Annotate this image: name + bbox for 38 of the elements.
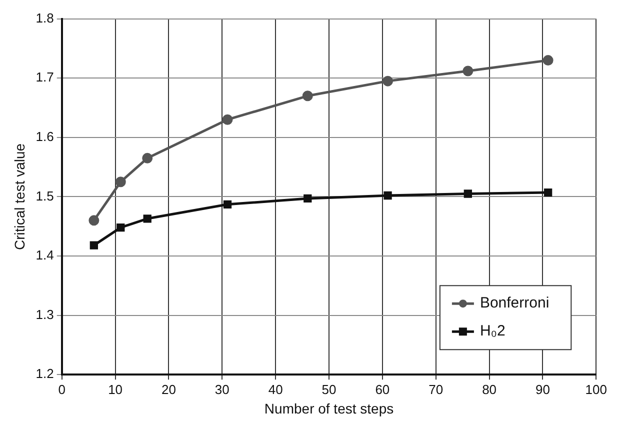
point [464,190,472,198]
point [223,200,232,208]
x-tick-label: 0 [58,382,66,397]
x-tick-label: 70 [428,382,444,397]
point [304,194,312,203]
x-tick-label: 30 [214,382,230,397]
point [115,176,126,188]
x-tick-label: 90 [535,382,550,397]
point [90,241,98,250]
point [544,188,552,197]
point [302,90,313,102]
x-tick-label: 20 [161,382,176,397]
point [222,114,233,125]
y-tick-label: 1.7 [36,70,54,85]
x-tick-label: 40 [268,382,283,397]
x-tick-label: 80 [482,382,497,397]
point [542,55,554,66]
point [143,214,152,223]
x-tick-label: 10 [108,382,123,397]
y-axis-title: Critical test value [11,143,28,250]
point [384,191,392,200]
legend-label: Bonferroni [480,294,550,312]
x-tick-label: 60 [375,382,390,397]
point [462,66,474,76]
point [88,215,100,226]
y-tick-label: 1.4 [36,248,54,263]
y-tick-label: 1.2 [36,366,54,382]
point [382,76,394,86]
point [142,152,153,164]
legend-label: H₀2 [480,322,506,340]
y-tick-label: 1.3 [36,306,54,322]
x-tick-label: 100 [585,382,608,397]
y-tick-label: 1.6 [36,128,54,144]
y-tick-label: 1.8 [36,10,54,26]
x-axis-title: Number of test steps [264,400,394,416]
y-tick-label: 1.5 [36,188,54,204]
x-tick-label: 50 [322,382,336,397]
point [116,223,125,232]
